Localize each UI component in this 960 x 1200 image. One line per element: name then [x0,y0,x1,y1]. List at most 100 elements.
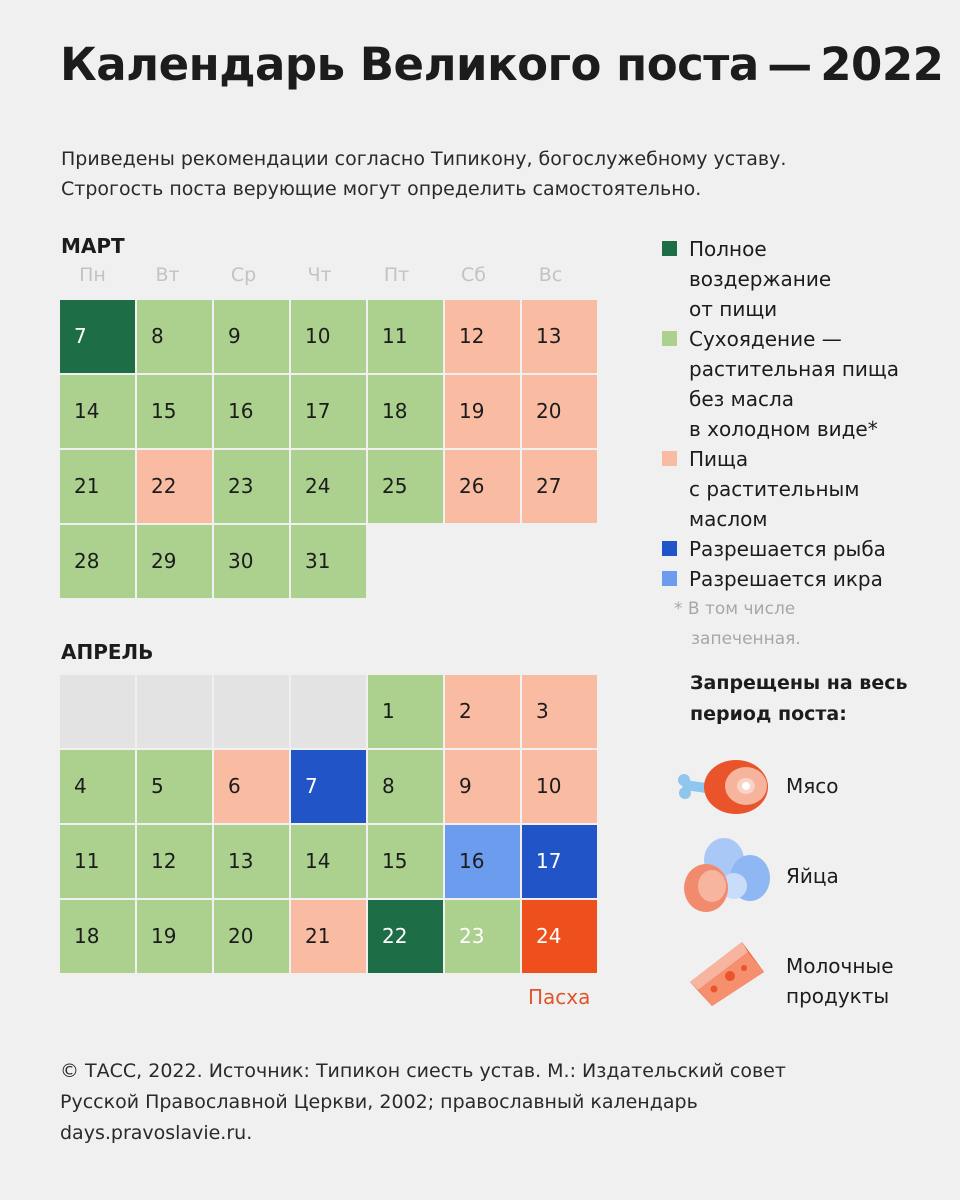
empty-day-cell [214,675,289,748]
day-cell: 17 [522,825,597,898]
day-cell: 21 [291,900,366,973]
footer-line: Русской Православной Церкви, 2002; право… [60,1091,698,1113]
banned-title-line: период поста: [690,703,847,725]
banned-item-label: Молочные [786,954,894,978]
legend-text: растительная пища [689,357,900,381]
footer-line: © ТАСС, 2022. Источник: Типикон сиесть у… [60,1060,786,1082]
day-cell: 29 [137,525,212,598]
banned-item-eggs: Яйца [786,861,839,891]
banned-item-label: Яйца [786,864,839,888]
day-cell: 17 [291,375,366,448]
day-cell: 21 [60,450,135,523]
legend-item-vegetable-oil: Пища с растительным маслом [660,444,950,534]
footnote-line: * В том числе [674,599,796,619]
footer-line: days.pravoslavie.ru. [60,1122,253,1144]
day-cell: 7 [291,750,366,823]
day-cell: 22 [368,900,443,973]
banned-title: Запрещены на весь период поста: [690,668,930,730]
day-cell: 5 [137,750,212,823]
day-cell: 18 [60,900,135,973]
legend-item-caviar: Разрешается икра [660,564,950,594]
day-cell: 16 [445,825,520,898]
subtitle-line: Приведены рекомендации согласно Типикону… [61,148,787,170]
day-cell: 15 [368,825,443,898]
banned-item-label: Мясо [786,774,839,798]
legend-text: воздержание [689,267,832,291]
day-cell: 14 [291,825,366,898]
day-cell: 11 [368,300,443,373]
empty-day-cell [137,675,212,748]
day-cell: 4 [60,750,135,823]
empty-day-cell [60,675,135,748]
weekday-label: Сб [461,264,486,286]
day-cell: 23 [445,900,520,973]
day-cell: 1 [368,675,443,748]
day-cell: 31 [291,525,366,598]
source-footer: © ТАСС, 2022. Источник: Типикон сиесть у… [60,1056,920,1149]
legend-text: от пищи [689,297,778,321]
day-cell: 13 [522,300,597,373]
day-cell: 24 [291,450,366,523]
legend-swatch [662,451,677,466]
legend-item-dry-eating: Сухоядение — растительная пища без масла… [660,324,950,444]
legend-text: без масла [689,387,795,411]
day-cell: 7 [60,300,135,373]
banned-title-line: Запрещены на весь [690,672,908,694]
legend-text: Сухоядение — [689,327,842,351]
legend-text: с растительным [689,477,860,501]
legend: Полное воздержание от пищи Сухоядение — … [660,234,950,594]
day-cell: 8 [137,300,212,373]
month-label-april: АПРЕЛЬ [61,640,154,664]
day-cell: 20 [214,900,289,973]
day-cell: 25 [368,450,443,523]
day-cell: 26 [445,450,520,523]
day-cell: 19 [445,375,520,448]
day-cell: 10 [291,300,366,373]
footnote: * В том числе запеченная. [674,594,824,654]
empty-day-cell [291,675,366,748]
day-cell: 12 [445,300,520,373]
legend-swatch [662,571,677,586]
day-cell: 2 [445,675,520,748]
day-cell: 19 [137,900,212,973]
legend-swatch [662,241,677,256]
weekday-label: Пн [79,264,106,286]
day-cell: 9 [214,300,289,373]
day-cell: 28 [60,525,135,598]
day-cell: 23 [214,450,289,523]
weekday-label: Вт [155,264,180,286]
day-cell: 11 [60,825,135,898]
meat-icon [678,760,768,814]
banned-item-dairy: Молочные продукты [786,951,894,1011]
legend-text: Разрешается икра [689,567,883,591]
day-cell: 10 [522,750,597,823]
subtitle-line: Строгость поста верующие могут определит… [61,178,702,200]
weekday-header: Пн Вт Ср Чт Пт Сб Вс [60,264,600,288]
day-cell: 9 [445,750,520,823]
day-cell: 30 [214,525,289,598]
day-cell: 15 [137,375,212,448]
day-cell: 8 [368,750,443,823]
day-cell: 22 [137,450,212,523]
banned-item-meat: Мясо [786,771,839,801]
weekday-label: Вс [538,264,563,286]
month-label-march: МАРТ [61,234,125,258]
subtitle: Приведены рекомендации согласно Типикону… [61,144,901,204]
day-cell: 20 [522,375,597,448]
legend-text: Пища [689,447,749,471]
cheese-icon [690,942,764,1006]
weekday-label: Чт [307,264,332,286]
legend-text: Разрешается рыба [689,537,886,561]
day-cell: 6 [214,750,289,823]
day-cell: 14 [60,375,135,448]
legend-swatch [662,541,677,556]
day-cell: 16 [214,375,289,448]
legend-text: Полное [689,237,767,261]
day-cell: 12 [137,825,212,898]
page-title: Календарь Великого поста — 2022 [60,38,944,91]
legend-text: в холодном виде* [689,417,878,441]
eggs-icon [684,838,770,912]
weekday-label: Пт [383,264,410,286]
day-cell: 27 [522,450,597,523]
day-cell: 3 [522,675,597,748]
